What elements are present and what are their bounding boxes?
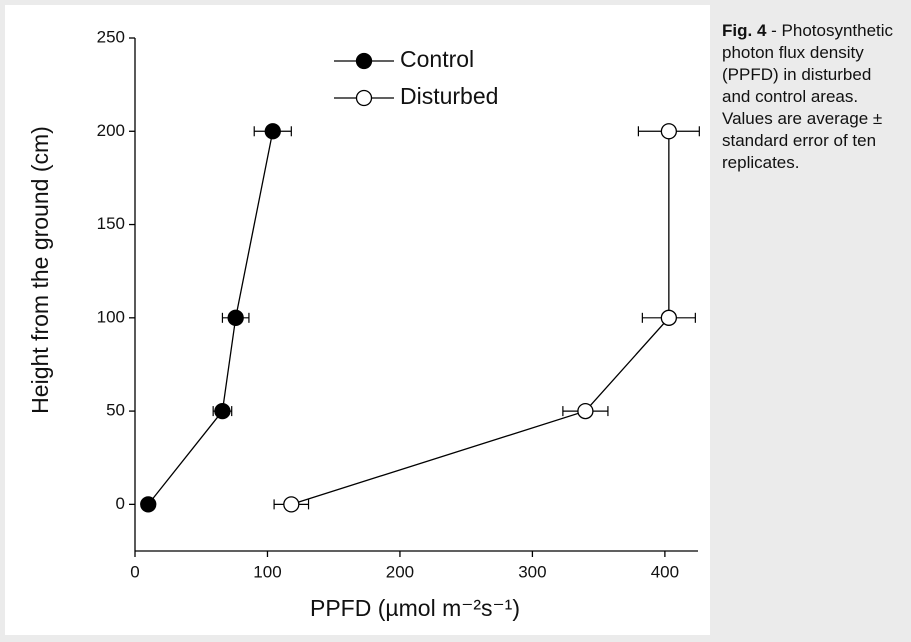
y-tick-label: 250 [97, 27, 125, 46]
x-tick-label: 300 [518, 562, 546, 581]
legend-label: Control [400, 46, 474, 72]
marker [577, 402, 594, 420]
legend-label: Disturbed [400, 83, 498, 109]
legend-marker [355, 89, 373, 107]
y-tick-label: 200 [97, 121, 125, 140]
y-tick-label: 0 [116, 494, 125, 513]
caption: Fig. 4 - Photosynthetic photon flux dens… [722, 20, 902, 174]
legend-marker [355, 52, 373, 70]
y-axis-label: Height from the ground (cm) [27, 126, 53, 414]
caption-text: - Photosynthetic photon flux density (PP… [722, 21, 894, 172]
plot-panel [5, 5, 710, 635]
marker [214, 402, 231, 420]
series-line [291, 131, 670, 505]
marker [283, 496, 300, 513]
x-tick-label: 0 [130, 562, 139, 581]
marker [660, 123, 678, 140]
caption-label: Fig. 4 [722, 21, 767, 40]
marker [140, 496, 157, 513]
series-line [147, 131, 274, 505]
y-tick-label: 150 [97, 214, 125, 233]
marker [227, 309, 244, 326]
x-axis-label: PPFD (µmol m⁻²s⁻¹) [310, 595, 520, 621]
y-tick-label: 50 [106, 401, 125, 420]
marker [264, 123, 281, 140]
x-tick-label: 400 [651, 562, 679, 581]
y-tick-label: 100 [97, 307, 125, 326]
x-tick-label: 100 [253, 562, 281, 581]
marker [660, 309, 678, 326]
x-tick-label: 200 [386, 562, 414, 581]
